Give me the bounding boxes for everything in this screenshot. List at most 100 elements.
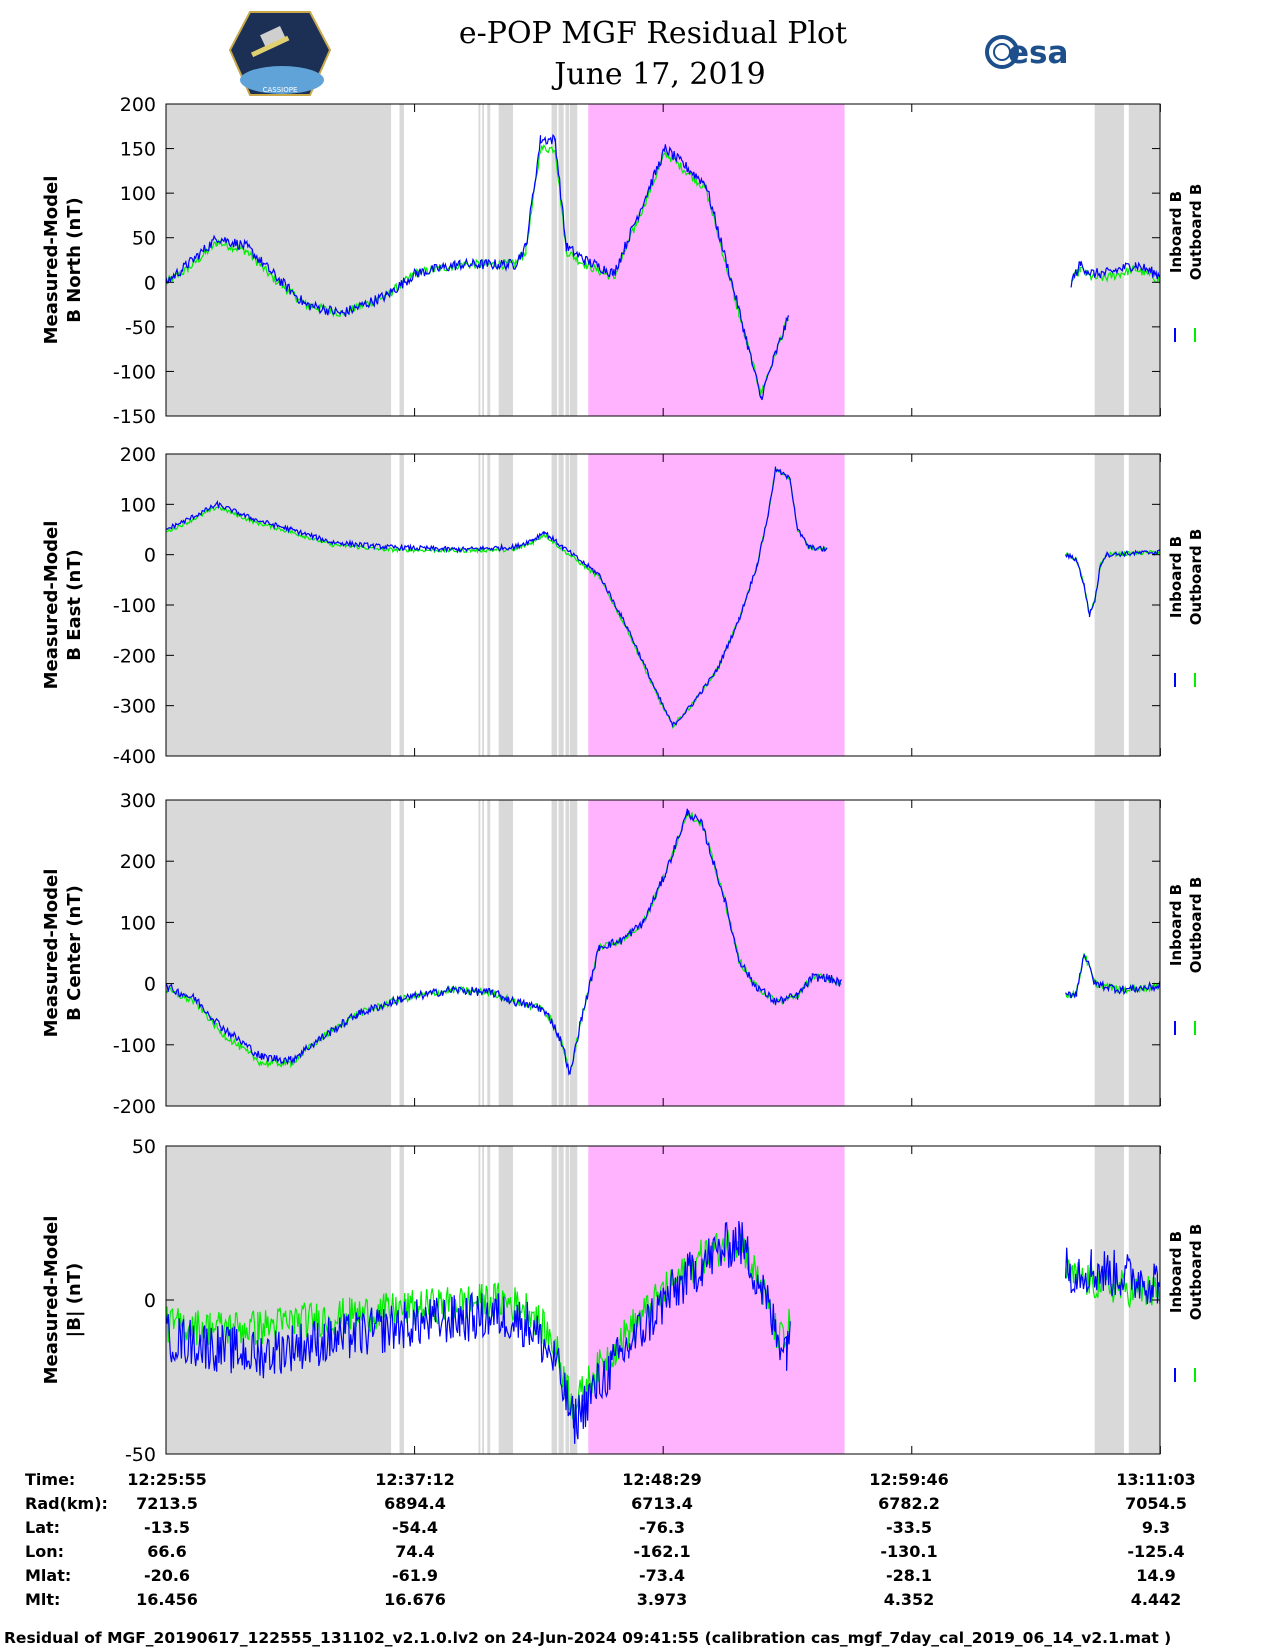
table-cell: -162.1 [633,1542,690,1561]
y-tick-label: 100 [120,183,156,205]
data-gap-region [487,800,491,1106]
legend-inboard-label: Inboard B [1167,884,1185,966]
highlight-region [588,104,845,416]
table-cell: 12:48:29 [622,1470,702,1489]
table-cell: -13.5 [144,1518,190,1537]
table-cell: 13:11:03 [1116,1470,1196,1489]
y-tick-label: -200 [113,645,156,667]
legend: Inboard B Outboard B [1167,184,1205,342]
data-gap-region [399,104,404,416]
table-cell: -54.4 [392,1518,438,1537]
table-cell: 12:59:46 [869,1470,949,1489]
data-gap-region [399,454,404,756]
table-row-label: Mlt: [25,1590,60,1609]
table-cell: 16.456 [136,1590,198,1609]
y-tick-label: 0 [144,545,156,567]
data-gap-region [482,454,484,756]
y-tick-label: -150 [113,406,156,428]
data-gap-region [399,1146,404,1454]
table-cell: -125.4 [1127,1542,1184,1561]
panel-4: 50 0 -50 Measured-Model |B| (nT) Inboard B Out… [41,1136,1253,1466]
y-tick-label: -200 [113,1096,156,1118]
y-tick-label: 0 [144,1290,156,1312]
table-cell: 6894.4 [384,1494,446,1513]
table-cell: 4.442 [1131,1590,1182,1609]
y-axis-label: B East (nT) [64,549,85,661]
table-cell: -33.5 [886,1518,932,1537]
y-tick-label: 100 [120,912,156,934]
data-gap-region [487,1146,491,1454]
data-gap-region [558,454,564,756]
y-tick-label: -100 [113,361,156,383]
data-gap-region [565,1146,570,1454]
data-gap-region [478,454,481,756]
data-gap-region [565,454,570,756]
table-cell: 3.973 [637,1590,688,1609]
data-gap-region [569,1146,578,1454]
chart-subtitle: June 17, 2019 [551,57,766,92]
data-gap-region [1094,800,1125,1106]
esa-logo-text: esa [1008,35,1068,71]
data-gap-region [166,800,392,1106]
table-row-label: Lon: [25,1542,64,1561]
table-cell: 12:25:55 [127,1470,207,1489]
y-tick-label: -50 [125,1444,156,1466]
data-gap-region [1094,104,1125,416]
data-gap-region [1128,800,1160,1106]
table-cell: -76.3 [639,1518,685,1537]
legend-outboard-label: Outboard B [1187,184,1205,281]
y-tick-label: 200 [120,444,156,466]
data-gap-region [166,454,392,756]
data-gap-region [478,800,481,1106]
table-cell: -130.1 [880,1542,937,1561]
data-gap-region [558,104,564,416]
data-gap-region [1238,800,1253,1106]
table-cell: 14.9 [1136,1566,1175,1585]
legend-inboard-label: Inboard B [1167,191,1185,273]
y-tick-label: 100 [120,494,156,516]
y-axis-label: Measured-Model [41,1216,62,1385]
table-row-label: Mlat: [25,1566,71,1585]
y-tick-label: 0 [144,272,156,294]
y-tick-label: 150 [120,139,156,161]
data-gap-region [399,800,404,1106]
inboard-series-line [166,466,1160,727]
highlight-region [588,454,845,756]
data-gap-region [1238,454,1253,756]
y-tick-label: 50 [132,228,156,250]
data-gap-region [482,800,484,1106]
data-gap-region [487,454,491,756]
y-tick-label: -300 [113,696,156,718]
data-gap-region [482,1146,484,1454]
y-axis-label: B North (nT) [64,197,85,323]
legend-outboard-label: Outboard B [1187,529,1205,626]
y-tick-label: 200 [120,94,156,116]
cassiope-logo-text: CASSIOPE [263,86,298,94]
panel-2: 200 100 0 -100 -200 -300 -400 Measured-Model B E… [41,444,1253,768]
legend: Inboard B Outboard B [1167,529,1205,687]
table-cell: -61.9 [392,1566,438,1585]
y-tick-label: 200 [120,851,156,873]
y-axis-label: Measured-Model [41,869,62,1038]
table-cell: 74.4 [395,1542,434,1561]
legend: Inboard B Outboard B [1167,877,1205,1035]
inboard-series-line [166,133,1160,401]
cassiope-logo: CASSIOPE [228,11,332,96]
y-tick-label: 300 [120,790,156,812]
data-gap-region [569,800,578,1106]
data-gap-region [166,1146,392,1454]
table-cell: 16.676 [384,1590,446,1609]
legend-inboard-label: Inboard B [1167,1231,1185,1313]
footer-caption: Residual of MGF_20190617_122555_131102_v… [4,1629,1171,1647]
highlight-region [588,1146,845,1454]
y-tick-label: 50 [132,1136,156,1158]
table-cell: -73.4 [639,1566,685,1585]
data-gap-region [1238,1146,1253,1454]
table-cell: -28.1 [886,1566,932,1585]
y-tick-label: -50 [125,317,156,339]
y-axis-label: Measured-Model [41,176,62,345]
data-gap-region [498,104,514,416]
y-tick-label: 0 [144,974,156,996]
table-cell: -20.6 [144,1566,190,1585]
